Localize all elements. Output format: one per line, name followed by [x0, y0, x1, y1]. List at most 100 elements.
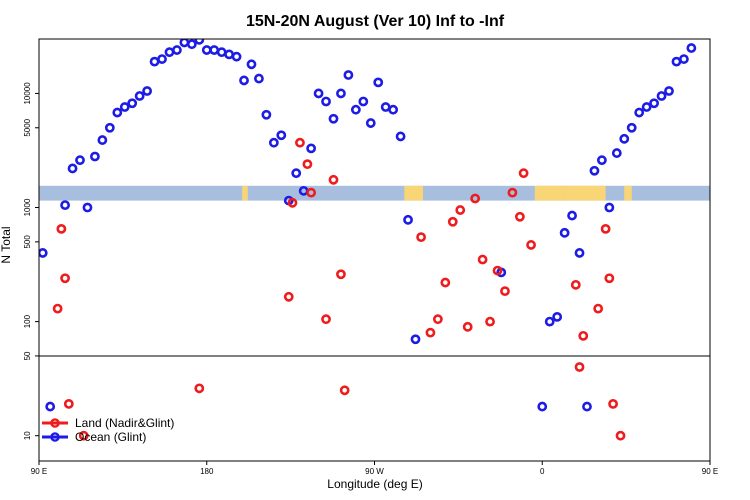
ocean-point [75, 155, 85, 166]
ocean-point [261, 109, 272, 120]
land-point [321, 314, 331, 325]
land-point [507, 187, 518, 198]
land-point [432, 314, 443, 325]
ocean-point [686, 43, 697, 53]
land-point [440, 277, 451, 288]
y-tick-label: 5000 [23, 118, 32, 136]
land-point [287, 197, 298, 208]
map-land-segment [734, 186, 750, 201]
ocean-point [172, 45, 182, 55]
ocean-point [649, 98, 659, 109]
legend-entry-ocean: Ocean (Glint) [42, 430, 146, 444]
ocean-point [90, 151, 100, 162]
land-point [194, 383, 205, 394]
land-point [52, 303, 63, 314]
world-map-strip [39, 185, 750, 201]
legend-marker-land [50, 418, 60, 428]
land-point [514, 211, 525, 222]
x-tick-label: 90 E [702, 467, 718, 476]
ocean-point [186, 39, 197, 50]
land-point [416, 232, 426, 243]
ocean-point [82, 202, 93, 213]
ocean-point [291, 168, 302, 179]
legend-marker-ocean [50, 432, 60, 442]
ocean-point [246, 59, 257, 70]
map-land-segment [624, 185, 632, 201]
ocean-point [403, 214, 413, 225]
land-point [306, 187, 317, 198]
x-tick-label: 180 [200, 467, 214, 476]
ocean-point [589, 165, 600, 176]
ocean-point [119, 102, 130, 112]
ocean-point [634, 107, 645, 118]
land-point [470, 193, 481, 204]
land-point [604, 273, 615, 284]
x-tick-label: 0 [540, 467, 545, 476]
land-point [60, 273, 70, 284]
ocean-point [679, 54, 689, 64]
land-point [295, 137, 305, 148]
map-land-segment [564, 185, 606, 201]
land-point [63, 398, 74, 409]
ocean-point [582, 401, 592, 412]
land-point [578, 330, 589, 341]
land-point [78, 430, 89, 441]
land-point [336, 269, 346, 280]
legend-label-ocean: Ocean (Glint) [75, 430, 146, 444]
land-point [526, 240, 536, 250]
ocean-point [239, 75, 249, 86]
legend: Land (Nadir&Glint) Ocean (Glint) [42, 416, 174, 444]
land-point [492, 265, 503, 276]
ocean-point [567, 210, 577, 221]
ocean-point [328, 113, 339, 124]
ocean-point [574, 248, 585, 258]
ocean-point [343, 70, 354, 80]
land-point [328, 174, 339, 185]
ocean-point [60, 200, 70, 211]
ocean-point [641, 102, 652, 112]
land-point [593, 303, 604, 314]
ocean-point [134, 91, 145, 101]
ocean-point [254, 73, 264, 84]
ocean-point [306, 143, 317, 154]
ocean-point [268, 137, 279, 148]
ocean-point [276, 130, 287, 141]
ocean-point [537, 401, 548, 412]
ocean-point [231, 51, 242, 62]
ocean-point [559, 227, 570, 238]
chart-title: 15N-20N August (Ver 10) Inf to -Inf [246, 13, 505, 30]
ocean-point [544, 316, 555, 327]
ocean-point [373, 77, 384, 88]
ocean-point [656, 91, 667, 101]
x-axis: 90 E 180 90 W 0 90 E [31, 461, 718, 476]
land-point [570, 279, 581, 290]
ocean-point [142, 86, 153, 96]
y-tick-label: 500 [23, 235, 32, 249]
ocean-point [410, 334, 421, 345]
map-land-segment [534, 185, 565, 201]
ocean-point [112, 107, 123, 118]
land-point [56, 223, 67, 234]
ocean-point [97, 135, 108, 145]
land-point [339, 385, 350, 396]
land-point [485, 316, 495, 327]
land-point [425, 327, 436, 338]
ocean-point [157, 54, 167, 64]
ocean-point [358, 96, 369, 107]
ocean-point [604, 202, 615, 213]
land-point [500, 286, 510, 297]
ocean-point [395, 131, 406, 142]
map-land-segment [242, 185, 248, 201]
ocean-point [67, 163, 78, 174]
y-tick-label: 10 [23, 431, 32, 440]
map-land-segment [404, 185, 423, 201]
land-point [615, 430, 626, 441]
land-point [518, 168, 529, 179]
ocean-point [194, 39, 205, 45]
y-axis-label: N Total [0, 226, 13, 263]
ocean-point [313, 88, 324, 99]
land-point [462, 321, 473, 332]
ocean-point [336, 88, 346, 99]
ocean-point [664, 86, 674, 96]
